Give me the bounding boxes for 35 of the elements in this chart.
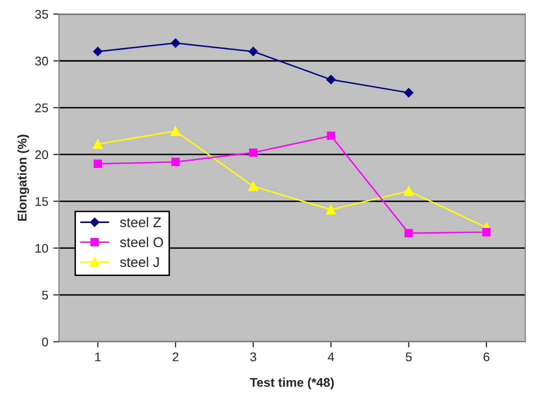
- point: [248, 46, 258, 56]
- x-tick-label: 4: [328, 352, 334, 362]
- x-tick-label: 3: [250, 352, 256, 362]
- point: [170, 126, 180, 136]
- y-tick-label: 15: [36, 197, 48, 206]
- x-tick-label: 1: [95, 352, 101, 362]
- point: [404, 228, 413, 238]
- point: [249, 148, 258, 157]
- legend-label: steel J: [120, 256, 159, 268]
- y-tick-label: 30: [35, 56, 48, 66]
- x-tick-label: 6: [484, 352, 490, 362]
- legend-label: steel Z: [120, 217, 161, 228]
- y-tick-label: 20: [35, 150, 48, 160]
- point: [248, 181, 258, 192]
- y-tick-label: 10: [36, 244, 48, 253]
- x-axis-title: Test time (*48): [250, 378, 334, 390]
- point: [93, 46, 102, 56]
- point: [171, 158, 180, 166]
- y-tick-label: 35: [35, 10, 48, 19]
- point: [170, 38, 180, 48]
- x-tick-label: 5: [406, 352, 412, 362]
- point: [92, 139, 103, 150]
- point: [326, 132, 336, 140]
- point: [404, 186, 414, 196]
- x-tick-label: 2: [172, 352, 178, 362]
- y-tick-label: 0: [42, 338, 48, 346]
- point: [94, 160, 102, 168]
- point: [326, 74, 336, 84]
- y-tick-label: 25: [35, 103, 48, 112]
- point: [326, 204, 336, 215]
- legend-label: steel O: [120, 236, 164, 248]
- y-axis-title: Elongation (%): [17, 134, 30, 221]
- y-tick-label: 5: [42, 290, 48, 300]
- point: [482, 228, 491, 236]
- point: [404, 88, 414, 98]
